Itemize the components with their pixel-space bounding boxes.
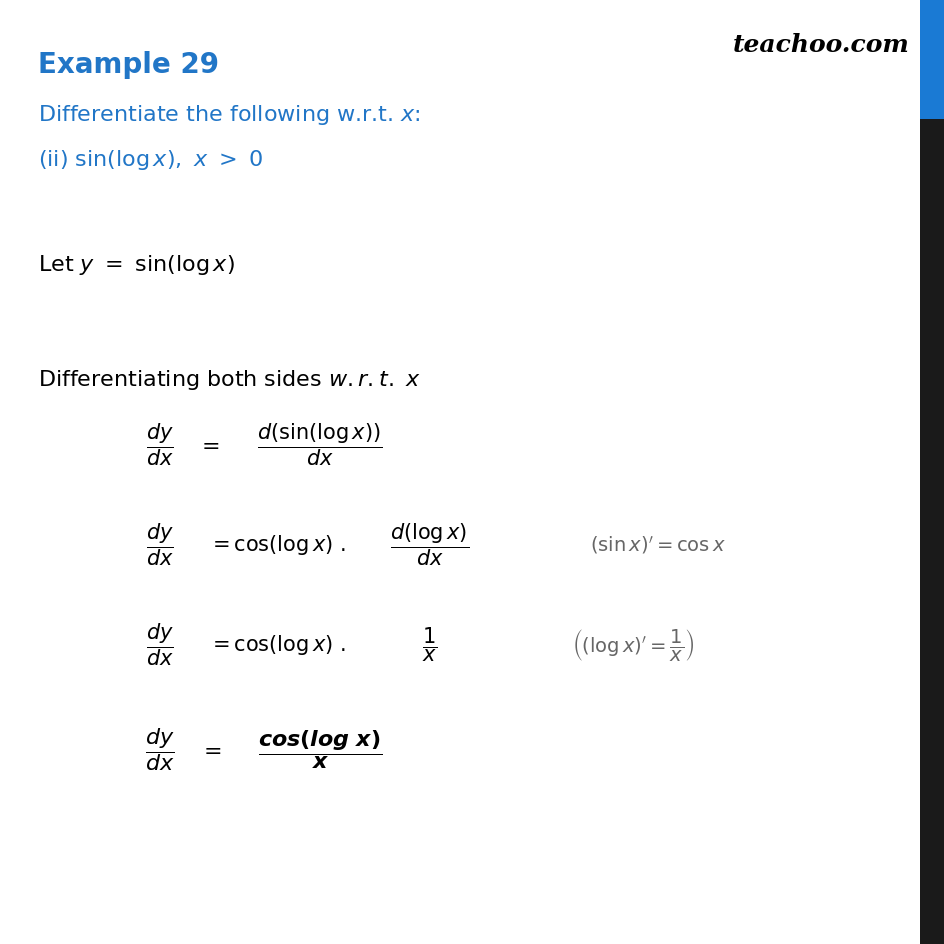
Text: $\dfrac{dy}{dx}$: $\dfrac{dy}{dx}$ (145, 726, 175, 772)
Text: $\dfrac{1}{x}$: $\dfrac{1}{x}$ (422, 625, 437, 664)
Text: $\dfrac{\boldsymbol{cos(log}\ \boldsymbol{x)}}{\boldsymbol{x}}$: $\dfrac{\boldsymbol{cos(log}\ \boldsymbo… (258, 728, 381, 770)
Text: Example 29: Example 29 (38, 51, 219, 79)
Text: $\dfrac{dy}{dx}$: $\dfrac{dy}{dx}$ (146, 421, 174, 468)
Text: Differentiate the following w.r.t. $x$:: Differentiate the following w.r.t. $x$: (38, 103, 420, 126)
Bar (919, 120, 944, 944)
Text: Differentiating both sides $w.r.t.\ x$: Differentiating both sides $w.r.t.\ x$ (38, 367, 421, 392)
Text: (ii) $\sin(\log x),\ x\ >\ 0$: (ii) $\sin(\log x),\ x\ >\ 0$ (38, 148, 262, 172)
Text: $= \cos(\log x)\ .$: $= \cos(\log x)\ .$ (208, 532, 346, 556)
Text: $=$: $=$ (196, 434, 219, 454)
Text: $\dfrac{d(\log x)}{dx}$: $\dfrac{d(\log x)}{dx}$ (390, 521, 469, 567)
Text: Let $y\ =\ \sin(\log x)$: Let $y\ =\ \sin(\log x)$ (38, 253, 234, 277)
Text: teachoo.com: teachoo.com (733, 33, 909, 57)
Text: $\dfrac{d(\sin(\log x))}{dx}$: $\dfrac{d(\sin(\log x))}{dx}$ (257, 421, 382, 468)
Bar (919, 0, 944, 120)
Text: $\dfrac{dy}{dx}$: $\dfrac{dy}{dx}$ (146, 521, 174, 567)
Text: $= \cos(\log x)\ .$: $= \cos(\log x)\ .$ (208, 632, 346, 656)
Text: $\dfrac{dy}{dx}$: $\dfrac{dy}{dx}$ (146, 621, 174, 667)
Text: $\left((\log x)' = \dfrac{1}{x}\right)$: $\left((\log x)' = \dfrac{1}{x}\right)$ (571, 626, 694, 663)
Text: $(\sin x)' = \cos x$: $(\sin x)' = \cos x$ (589, 533, 725, 555)
Text: $=$: $=$ (198, 739, 221, 759)
